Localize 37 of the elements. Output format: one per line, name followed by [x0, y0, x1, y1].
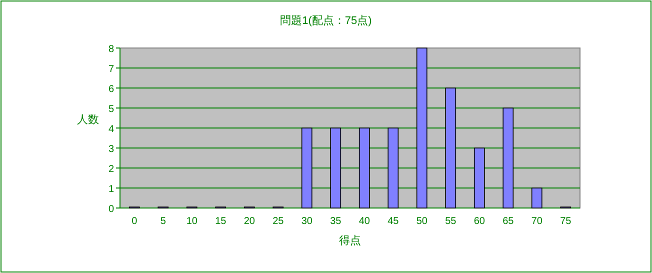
x-tick-label: 70: [531, 216, 543, 227]
bar: [330, 128, 342, 208]
bar: [531, 188, 542, 208]
y-tick-label: 8: [108, 44, 114, 55]
x-tick-label: 35: [330, 216, 342, 227]
x-tick-label: 10: [186, 216, 198, 227]
x-tick-label: 5: [160, 216, 166, 227]
x-tick-label: 60: [474, 216, 486, 227]
bar: [445, 88, 456, 208]
x-axis-title: 得点: [339, 234, 361, 247]
y-tick-label: 0: [108, 204, 114, 215]
bar: [474, 148, 485, 208]
chart-title: 問題1(配点：75点): [280, 14, 372, 27]
y-tick-label: 2: [108, 164, 114, 175]
bar: [416, 48, 428, 208]
y-axis-title: 人数: [77, 114, 99, 126]
y-tick-label: 1: [108, 184, 114, 195]
y-tick-label: 6: [108, 84, 114, 95]
x-tick-label: 0: [132, 216, 138, 227]
bar: [301, 128, 312, 208]
x-tick-label: 65: [502, 216, 514, 227]
y-tick-label: 3: [108, 144, 114, 155]
bar: [388, 128, 399, 208]
x-tick-label: 20: [244, 216, 256, 227]
x-tick-label: 25: [272, 216, 284, 227]
bar: [358, 128, 370, 208]
y-tick-label: 4: [108, 124, 114, 135]
y-tick-label: 7: [108, 64, 114, 75]
x-tick-label: 15: [215, 216, 227, 227]
x-tick-label: 75: [560, 216, 572, 227]
x-tick-label: 40: [358, 216, 370, 227]
bar: [502, 108, 514, 208]
x-tick-label: 30: [301, 216, 313, 227]
y-tick-label: 5: [108, 104, 114, 115]
x-tick-label: 50: [416, 216, 428, 227]
x-tick-label: 55: [445, 216, 457, 227]
x-tick-label: 45: [388, 216, 400, 227]
